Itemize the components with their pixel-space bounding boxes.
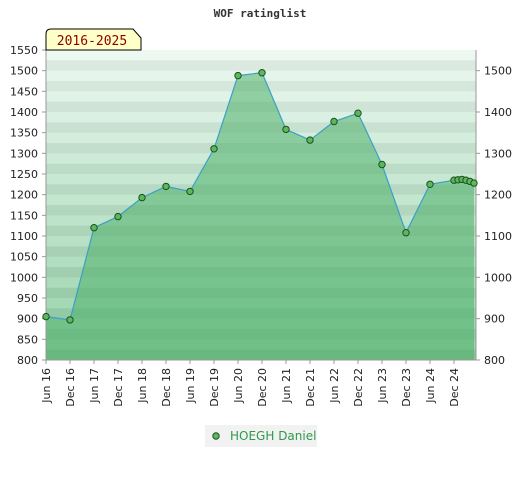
legend-marker: [212, 432, 220, 440]
legend[interactable]: HOEGH Daniel: [205, 425, 317, 447]
x-tick-label: Jun 17: [88, 368, 101, 404]
data-point[interactable]: [90, 224, 98, 232]
data-point[interactable]: [378, 160, 386, 169]
x-tick-label: Dec 23: [400, 368, 413, 407]
y-tick-label: 1550: [10, 44, 38, 57]
data-point[interactable]: [282, 125, 290, 134]
x-tick-label: Dec 16: [64, 368, 77, 407]
data-point[interactable]: [330, 117, 338, 126]
y-tick-label: 800: [17, 354, 38, 367]
data-point[interactable]: [426, 180, 434, 189]
y-right-tick-label: 900: [484, 313, 505, 326]
y-tick-label: 1000: [10, 271, 38, 284]
x-tick-label: Jun 22: [328, 368, 341, 404]
data-point[interactable]: [258, 69, 266, 77]
x-tick-label: Jun 24: [424, 368, 437, 404]
data-point[interactable]: [42, 312, 50, 321]
background-band: [46, 60, 476, 72]
x-tick-label: Jun 23: [376, 368, 389, 404]
y-right-tick-label: 800: [484, 354, 505, 367]
date-range-text: 2016-2025: [57, 34, 127, 49]
x-tick-label: Dec 24: [448, 368, 461, 407]
x-tick-label: Jun 20: [232, 368, 245, 404]
y-tick-label: 1400: [10, 106, 38, 119]
x-tick-label: Dec 18: [160, 368, 173, 407]
x-tick-label: Jun 21: [280, 368, 293, 404]
data-point[interactable]: [114, 212, 122, 221]
data-point[interactable]: [138, 193, 146, 202]
data-point[interactable]: [354, 109, 362, 117]
y-right-tick-label: 1300: [484, 147, 512, 160]
y-tick-label: 1450: [10, 85, 38, 98]
y-tick-label: 900: [17, 313, 38, 326]
y-tick-label: 950: [17, 292, 38, 305]
legend-label: HOEGH Daniel: [230, 429, 316, 443]
y-tick-label: 850: [17, 333, 38, 346]
data-point[interactable]: [66, 316, 74, 324]
data-point[interactable]: [402, 229, 410, 237]
y-tick-label: 1500: [10, 65, 38, 78]
y-right-tick-label: 1400: [484, 106, 512, 119]
y-right-tick-label: 1200: [484, 189, 512, 202]
x-tick-label: Jun 19: [184, 368, 197, 404]
y-right-tick-label: 1100: [484, 230, 512, 243]
chart-title: WOF ratinglist: [214, 7, 307, 20]
data-point[interactable]: [470, 179, 478, 187]
data-point[interactable]: [162, 182, 170, 191]
x-tick-label: Dec 20: [256, 368, 269, 407]
y-tick-label: 1100: [10, 230, 38, 243]
data-point[interactable]: [306, 136, 314, 144]
y-tick-label: 1350: [10, 127, 38, 140]
y-right-tick-label: 1000: [484, 271, 512, 284]
data-point[interactable]: [210, 145, 218, 153]
x-tick-label: Jun 18: [136, 368, 149, 404]
date-range-badge: 2016-2025: [45, 28, 142, 51]
x-tick-label: Dec 19: [208, 368, 221, 407]
y-tick-label: 1050: [10, 251, 38, 264]
x-tick-label: Dec 21: [304, 368, 317, 407]
data-point[interactable]: [234, 71, 242, 80]
y-tick-label: 1250: [10, 168, 38, 181]
x-tick-label: Jun 16: [40, 368, 53, 404]
background-band: [46, 50, 476, 61]
series-area: [46, 72, 474, 360]
data-point[interactable]: [186, 187, 194, 196]
x-tick-label: Dec 22: [352, 368, 365, 407]
y-tick-label: 1200: [10, 189, 38, 202]
y-tick-label: 1300: [10, 147, 38, 160]
x-tick-label: Dec 17: [112, 368, 125, 407]
y-tick-label: 1150: [10, 209, 38, 222]
y-right-tick-label: 1500: [484, 65, 512, 78]
